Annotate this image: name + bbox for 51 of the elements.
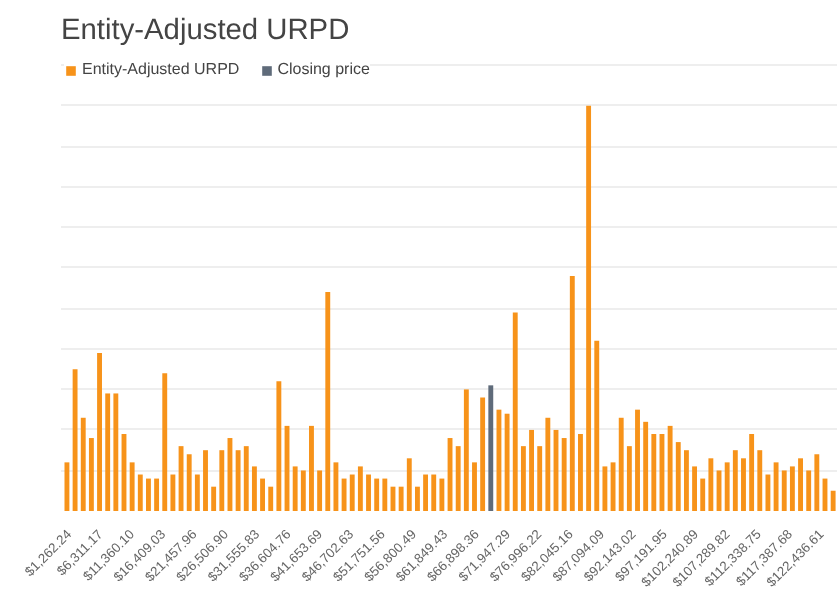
bar bbox=[586, 105, 592, 511]
bar bbox=[186, 454, 192, 511]
bar bbox=[129, 462, 135, 511]
bar bbox=[406, 458, 412, 511]
bar bbox=[789, 466, 795, 511]
bar bbox=[203, 450, 208, 511]
bar bbox=[219, 450, 225, 511]
bar bbox=[423, 474, 429, 511]
bar bbox=[569, 275, 575, 511]
bar bbox=[243, 446, 249, 511]
bar bbox=[529, 429, 534, 511]
bar bbox=[773, 462, 779, 511]
bar bbox=[488, 385, 494, 511]
bar bbox=[545, 417, 551, 511]
bar bbox=[496, 409, 502, 511]
bar bbox=[349, 474, 355, 511]
bar bbox=[749, 433, 755, 511]
bar bbox=[341, 478, 347, 511]
bar bbox=[97, 352, 102, 511]
bar bbox=[463, 389, 469, 511]
bar bbox=[235, 450, 241, 511]
legend-label: Entity-Adjusted URPD bbox=[82, 60, 240, 78]
bar bbox=[814, 454, 820, 511]
bar bbox=[64, 462, 70, 511]
bar bbox=[72, 369, 78, 511]
bar bbox=[798, 458, 803, 511]
bar bbox=[667, 425, 673, 511]
bar bbox=[781, 470, 787, 511]
bar bbox=[512, 312, 518, 511]
bar bbox=[146, 478, 151, 511]
bar bbox=[309, 425, 314, 511]
bar bbox=[357, 466, 363, 511]
bar bbox=[708, 458, 714, 511]
bar bbox=[635, 409, 640, 511]
legend-label: Closing price bbox=[277, 60, 370, 78]
bar bbox=[374, 478, 380, 511]
bar bbox=[830, 490, 836, 511]
bar bbox=[276, 381, 282, 511]
bar bbox=[431, 474, 437, 511]
bar bbox=[683, 450, 689, 511]
chart-title: Entity-Adjusted URPD bbox=[61, 15, 350, 47]
bar bbox=[113, 393, 119, 511]
bar bbox=[732, 450, 738, 511]
bar bbox=[292, 466, 298, 511]
bar bbox=[480, 397, 486, 511]
bar bbox=[382, 478, 388, 511]
bar bbox=[439, 478, 445, 511]
bar bbox=[162, 373, 168, 511]
bar bbox=[325, 292, 331, 511]
bar bbox=[618, 417, 624, 511]
bar bbox=[366, 474, 371, 511]
